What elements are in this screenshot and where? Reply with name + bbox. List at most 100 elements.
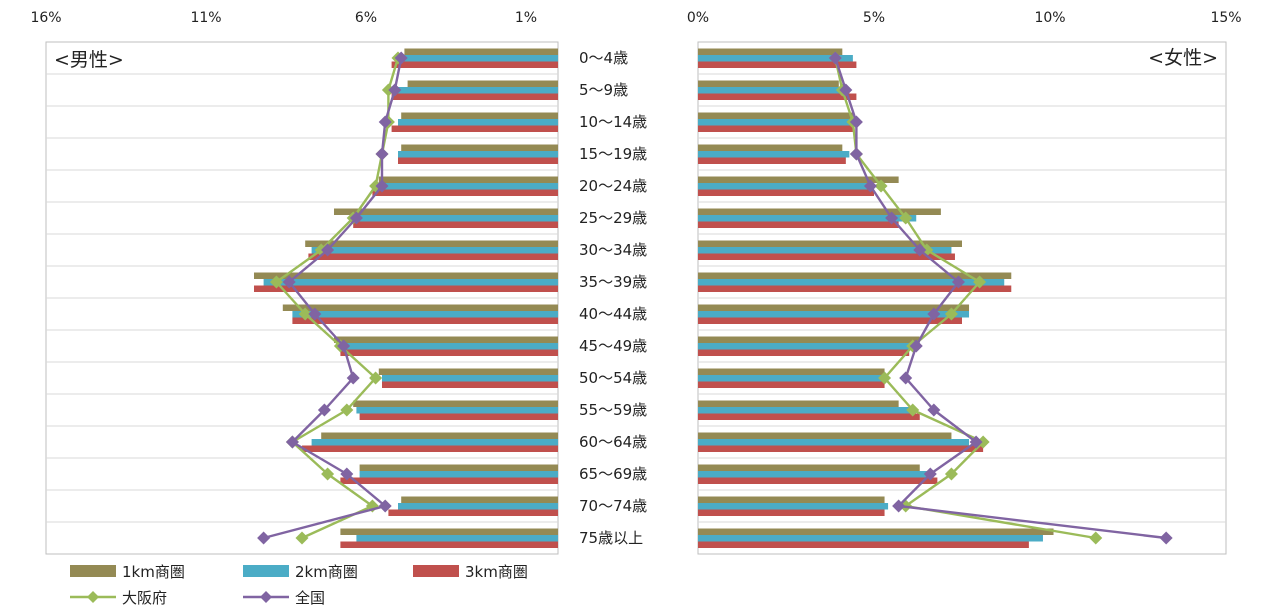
male-marker-national — [285, 435, 299, 449]
male-bar-2km — [398, 55, 558, 62]
male-marker-osaka — [321, 467, 335, 481]
legend-swatch — [70, 565, 116, 577]
male-marker-national — [388, 83, 402, 97]
female-marker-osaka — [976, 435, 990, 449]
age-category-label: 10〜14歳 — [579, 113, 647, 131]
male-bar-2km — [292, 311, 558, 318]
female-marker-national — [828, 51, 842, 65]
female-bar-3km — [698, 445, 984, 452]
female-bar-2km — [698, 55, 853, 62]
male-bar-3km — [292, 317, 558, 324]
male-bar-2km — [311, 247, 558, 254]
female-bar-3km — [698, 413, 920, 420]
male-bar-1km — [334, 208, 558, 215]
female-axis-tick-label: 10% — [1034, 10, 1065, 26]
male-bar-3km — [340, 349, 558, 356]
female-bar-1km — [698, 304, 970, 311]
male-line-osaka — [275, 57, 400, 540]
female-marker-national — [849, 115, 863, 129]
female-marker-osaka — [899, 211, 913, 225]
male-marker-national — [378, 115, 392, 129]
male-marker-national — [308, 307, 322, 321]
female-marker-osaka — [1089, 531, 1103, 545]
female-axis-tick-label: 0% — [687, 10, 709, 26]
male-bar-1km — [305, 240, 558, 247]
age-category-label: 15〜19歳 — [579, 145, 647, 163]
male-axis-tick-label: 16% — [30, 10, 61, 26]
legend-label: 大阪府 — [122, 589, 167, 607]
female-marker-national — [923, 467, 937, 481]
male-bar-2km — [263, 279, 558, 286]
female-panel-label: <女性> — [1148, 47, 1218, 69]
age-category-label: 45〜49歳 — [579, 337, 647, 355]
legend-label: 3km商圏 — [465, 563, 528, 581]
age-category-label: 5〜9歳 — [579, 81, 628, 99]
male-bar-3km — [254, 285, 558, 292]
female-bar-3km — [698, 221, 899, 228]
female-bar-1km — [698, 464, 920, 471]
female-bar-1km — [698, 80, 839, 87]
male-bar-2km — [359, 471, 558, 478]
female-bar-2km — [698, 535, 1043, 542]
female-bar-1km — [698, 400, 899, 407]
male-bar-2km — [375, 183, 558, 190]
male-bar-2km — [398, 119, 558, 126]
female-bar-3km — [698, 253, 955, 260]
male-bar-2km — [356, 535, 558, 542]
age-category-label: 40〜44歳 — [579, 305, 647, 323]
male-bar-2km — [343, 343, 558, 350]
female-bar-2km — [698, 87, 850, 94]
male-bar-2km — [382, 375, 558, 382]
male-marker-national — [282, 275, 296, 289]
male-panel-label: <男性> — [54, 49, 124, 71]
female-bar-3km — [698, 317, 962, 324]
male-bar-1km — [282, 304, 558, 311]
legend-label: 1km商圏 — [122, 563, 185, 581]
female-bar-2km — [698, 183, 874, 190]
female-bar-3km — [698, 381, 885, 388]
female-marker-osaka — [944, 307, 958, 321]
female-marker-national — [969, 435, 983, 449]
male-marker-national — [375, 179, 389, 193]
female-axis-tick-label: 5% — [863, 10, 885, 26]
male-marker-osaka — [298, 307, 312, 321]
male-marker-national — [349, 211, 363, 225]
legend-label: 全国 — [295, 589, 325, 607]
male-marker-national — [321, 243, 335, 257]
female-bar-2km — [698, 471, 927, 478]
female-bar-3km — [698, 93, 857, 100]
male-bar-2km — [356, 407, 558, 414]
female-bar-2km — [698, 247, 952, 254]
male-bar-2km — [398, 151, 558, 158]
male-marker-national — [340, 467, 354, 481]
male-bar-3km — [382, 381, 558, 388]
female-bar-1km — [698, 48, 843, 55]
male-bar-2km — [398, 503, 558, 510]
female-bar-2km — [698, 151, 850, 158]
age-category-label: 70〜74歳 — [579, 497, 647, 515]
female-bar-3km — [698, 157, 846, 164]
male-line-national — [263, 57, 403, 540]
female-bar-2km — [698, 439, 970, 446]
male-marker-national — [394, 51, 408, 65]
female-line-osaka — [834, 57, 1096, 540]
male-marker-national — [346, 371, 360, 385]
legend-swatch — [413, 565, 459, 577]
female-bar-2km — [698, 375, 885, 382]
female-bar-1km — [698, 112, 853, 119]
male-bar-3km — [391, 61, 558, 68]
male-marker-national — [375, 147, 389, 161]
male-bar-3km — [308, 253, 558, 260]
male-marker-osaka — [269, 275, 283, 289]
female-bar-1km — [698, 208, 941, 215]
female-bar-3km — [698, 541, 1029, 548]
male-bar-2km — [350, 215, 558, 222]
male-bar-3km — [388, 509, 558, 516]
female-marker-osaka — [906, 403, 920, 417]
female-marker-national — [927, 307, 941, 321]
female-bar-3km — [698, 477, 938, 484]
female-marker-osaka — [878, 371, 892, 385]
legend-marker-swatch — [87, 591, 99, 603]
male-bar-1km — [359, 464, 558, 471]
male-bar-1km — [404, 48, 558, 55]
